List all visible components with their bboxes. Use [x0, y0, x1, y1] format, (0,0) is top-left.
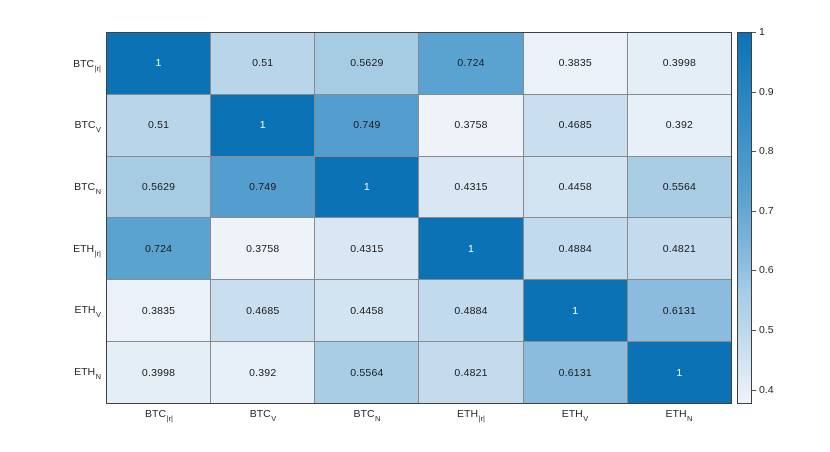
heatmap-cell: 1: [627, 342, 731, 403]
heatmap-cell: 0.3835: [107, 280, 211, 342]
colorbar-tick-label: 0.9: [759, 85, 774, 98]
x-tick-label: ETHN: [627, 408, 731, 426]
colorbar: [737, 32, 752, 404]
heatmap-cell: 0.6131: [627, 280, 731, 342]
y-tick-text: ETHV: [74, 304, 101, 320]
heatmap-cell: 0.4821: [419, 342, 523, 403]
y-tick-text: BTCN: [74, 181, 101, 197]
heatmap-cell: 0.51: [211, 33, 315, 94]
colorbar-tick-label: 1: [759, 26, 765, 38]
y-tick-text: BTC|r|: [73, 57, 101, 73]
heatmap-cell: 0.3758: [211, 218, 315, 280]
x-tick-label: ETH|r|: [419, 408, 523, 426]
y-tick-label: BTCV: [0, 95, 101, 157]
heatmap-cell: 0.4821: [627, 218, 731, 280]
y-tick-label: ETH|r|: [0, 218, 101, 280]
y-tick-label: ETHN: [0, 341, 101, 403]
x-tick-label: BTC|r|: [107, 408, 211, 426]
heatmap-cell: 0.3758: [419, 94, 523, 156]
colorbar-tick-mark: [752, 210, 756, 212]
heatmap-cell: 0.4458: [523, 156, 627, 218]
x-tick-label: BTCN: [315, 408, 419, 426]
heatmap-cell: 0.5564: [627, 156, 731, 218]
heatmap-cell: 0.5629: [107, 156, 211, 218]
y-tick-label: BTC|r|: [0, 33, 101, 95]
heatmap-cell: 1: [107, 33, 211, 94]
heatmap-cell: 0.724: [107, 218, 211, 280]
heatmap-cell: 1: [523, 280, 627, 342]
colorbar-tick-label: 0.8: [759, 145, 774, 158]
heatmap-cell: 0.3835: [523, 33, 627, 94]
heatmap-cell: 0.4884: [419, 280, 523, 342]
x-tick-text: ETHN: [665, 408, 693, 423]
heatmap-cell: 1: [211, 94, 315, 156]
heatmap-cell: 0.4315: [315, 218, 419, 280]
x-tick-text: ETH|r|: [457, 408, 485, 423]
heatmap-cell: 0.3998: [107, 342, 211, 403]
y-tick-text: BTCV: [74, 119, 101, 135]
y-tick-text: ETH|r|: [73, 242, 101, 258]
heatmap-cell: 1: [419, 218, 523, 280]
colorbar-tick-mark: [752, 151, 756, 153]
colorbar-tick-label: 0.4: [759, 383, 774, 396]
colorbar-tick-label: 0.6: [759, 264, 774, 277]
heatmap-cell: 0.4315: [419, 156, 523, 218]
heatmap-cell: 0.392: [211, 342, 315, 403]
colorbar-tick-mark: [752, 32, 756, 33]
heatmap-cell: 0.4685: [211, 280, 315, 342]
x-tick-text: BTCV: [249, 408, 277, 423]
heatmap-cell: 0.749: [211, 156, 315, 218]
y-tick-text: ETHN: [74, 366, 101, 382]
heatmap-cell: 0.4884: [523, 218, 627, 280]
heatmap-cell: 0.749: [315, 94, 419, 156]
heatmap-cell: 0.392: [627, 94, 731, 156]
heatmap-grid: 1 0.51 0.5629 0.724 0.3835 0.3998 0.51 1 0.749 0.…: [106, 32, 732, 404]
heatmap-cell: 0.6131: [523, 342, 627, 403]
heatmap-cell: 0.5564: [315, 342, 419, 403]
colorbar-tick-mark: [752, 270, 756, 272]
heatmap-cell: 0.5629: [315, 33, 419, 94]
colorbar-tick-label: 0.5: [759, 323, 774, 336]
heatmap-cell: 0.51: [107, 94, 211, 156]
colorbar-tick-mark: [752, 329, 756, 331]
colorbar-tick-label: 0.7: [759, 204, 774, 217]
heatmap-cell: 0.4685: [523, 94, 627, 156]
heatmap-cell: 0.724: [419, 33, 523, 94]
x-tick-label: BTCV: [211, 408, 315, 426]
x-tick-text: ETHV: [561, 408, 589, 423]
x-tick-text: BTCN: [353, 408, 381, 423]
y-tick-label: ETHV: [0, 280, 101, 342]
colorbar-tick-mark: [752, 389, 756, 391]
y-tick-label: BTCN: [0, 156, 101, 218]
heatmap-cell: 0.4458: [315, 280, 419, 342]
colorbar-tick-mark: [752, 91, 756, 93]
x-tick-label: ETHV: [523, 408, 627, 426]
x-tick-text: BTC|r|: [145, 408, 173, 423]
heatmap-cell: 1: [315, 156, 419, 218]
heatmap-cell: 0.3998: [627, 33, 731, 94]
